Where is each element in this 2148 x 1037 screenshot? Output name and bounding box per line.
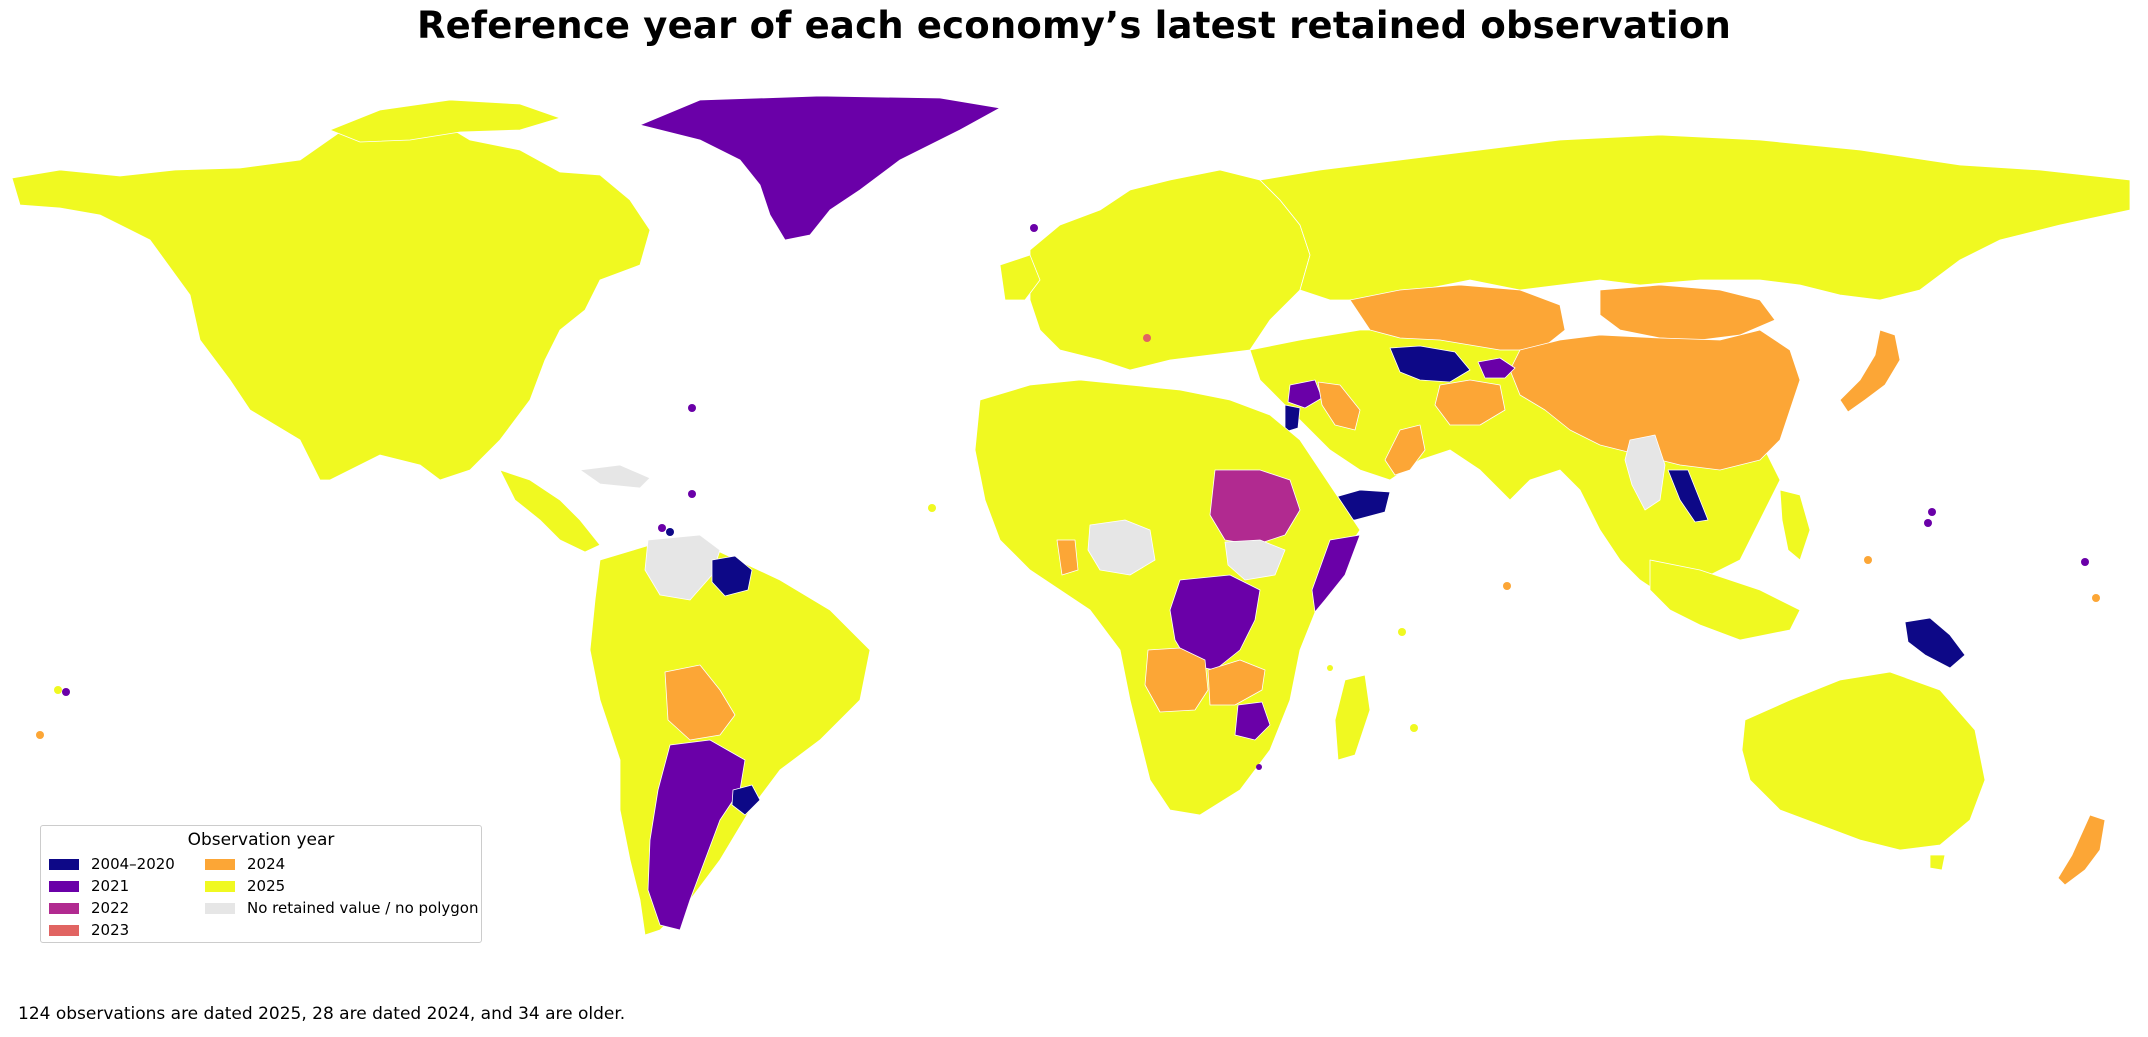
legend-label: 2022 — [91, 899, 130, 917]
region-south-america — [589, 544, 871, 936]
region-myanmar — [1624, 434, 1666, 511]
dot-maldives — [1503, 582, 1511, 590]
region-uruguay — [731, 784, 761, 816]
dot-seychelles — [1398, 628, 1406, 636]
region-nigeria — [1087, 519, 1156, 576]
region-oman — [1384, 424, 1426, 476]
region-philippines — [1779, 489, 1811, 561]
legend-swatch — [205, 902, 235, 914]
dot-micronesia-2 — [1924, 519, 1932, 527]
region-south-sudan — [1224, 539, 1286, 581]
dot-hawaii-1 — [54, 686, 62, 694]
footnote: 124 observations are dated 2025, 28 are … — [18, 1004, 626, 1024]
region-bolivia — [664, 664, 736, 741]
region-new-zealand — [2057, 814, 2106, 886]
dot-comoros — [1327, 665, 1333, 671]
legend-swatch — [49, 924, 79, 936]
region-greenland — [639, 95, 1001, 241]
legend-label: 2004–2020 — [91, 855, 175, 873]
region-turkmenistan — [1389, 345, 1471, 383]
region-venezuela — [644, 534, 721, 601]
dot-hawaii-2 — [62, 688, 70, 696]
legend-item-2024: 2024 — [205, 853, 285, 875]
region-afghanistan — [1434, 379, 1506, 426]
region-north-america — [11, 117, 651, 481]
legend-swatch — [49, 858, 79, 870]
legend-swatch — [49, 880, 79, 892]
region-guyana — [711, 555, 753, 597]
region-sea-islands — [1649, 559, 1801, 641]
region-japan — [1839, 329, 1901, 413]
legend-label: 2021 — [91, 877, 130, 895]
legend-item-2022: 2022 — [49, 897, 129, 919]
dot-caribbean-3 — [666, 528, 674, 536]
legend-item-2025: 2025 — [205, 875, 285, 897]
region-caribbean-missing — [579, 464, 651, 489]
region-angola — [1144, 647, 1209, 713]
region-syria — [1287, 379, 1323, 409]
legend-swatch — [205, 858, 235, 870]
region-dr-congo — [1169, 574, 1261, 671]
region-argentina — [647, 739, 746, 931]
region-mongolia — [1599, 284, 1776, 341]
region-papua-new-guinea — [1904, 617, 1966, 669]
dot-caribbean-2 — [658, 524, 666, 532]
region-zambia — [1207, 659, 1266, 706]
legend-label: No retained value / no polygon — [247, 899, 479, 917]
dot-bermuda — [688, 404, 696, 412]
legend: Observation year 2004–2020 2021 2022 202… — [40, 825, 482, 943]
legend-label: 2023 — [91, 921, 130, 939]
region-uk — [999, 254, 1041, 301]
legend-item-no-value: No retained value / no polygon — [205, 897, 478, 919]
region-laos — [1667, 469, 1709, 523]
dot-iceland-area — [1030, 224, 1038, 232]
dot-eswatini — [1256, 764, 1262, 770]
region-arctic-islands — [329, 99, 561, 143]
region-sudan — [1209, 469, 1301, 546]
dot-pacific-2 — [1864, 556, 1872, 564]
dot-pacific-1 — [36, 731, 44, 739]
region-china — [1509, 329, 1801, 471]
map-title: Reference year of each economy’s latest … — [416, 4, 1732, 47]
dot-caribbean-1 — [688, 490, 696, 498]
legend-label: 2025 — [247, 877, 286, 895]
dot-cape-verde — [928, 504, 936, 512]
region-madagascar — [1334, 674, 1371, 761]
region-zimbabwe — [1234, 701, 1271, 741]
region-central-america — [499, 469, 601, 553]
legend-item-2004-2020: 2004–2020 — [49, 853, 175, 875]
region-iraq — [1317, 381, 1361, 431]
region-africa — [974, 379, 1361, 816]
region-tajikistan — [1477, 357, 1516, 379]
legend-title: Observation year — [187, 830, 335, 850]
dot-micronesia-1 — [1928, 508, 1936, 516]
legend-item-2021: 2021 — [49, 875, 129, 897]
region-europe — [1029, 169, 1311, 371]
dot-pacific-4 — [2092, 594, 2100, 602]
dot-pacific-3 — [2081, 558, 2089, 566]
region-russia — [1259, 134, 2131, 301]
legend-swatch — [205, 880, 235, 892]
dot-mediterranean — [1143, 334, 1151, 342]
legend-item-2023: 2023 — [49, 919, 129, 941]
legend-label: 2024 — [247, 855, 286, 873]
dot-mauritius — [1410, 724, 1418, 732]
region-tasmania — [1929, 854, 1946, 871]
region-jordan — [1284, 404, 1301, 433]
legend-swatch — [49, 902, 79, 914]
region-australia — [1741, 671, 1986, 851]
region-ghana — [1056, 539, 1079, 576]
region-somalia — [1311, 534, 1361, 613]
